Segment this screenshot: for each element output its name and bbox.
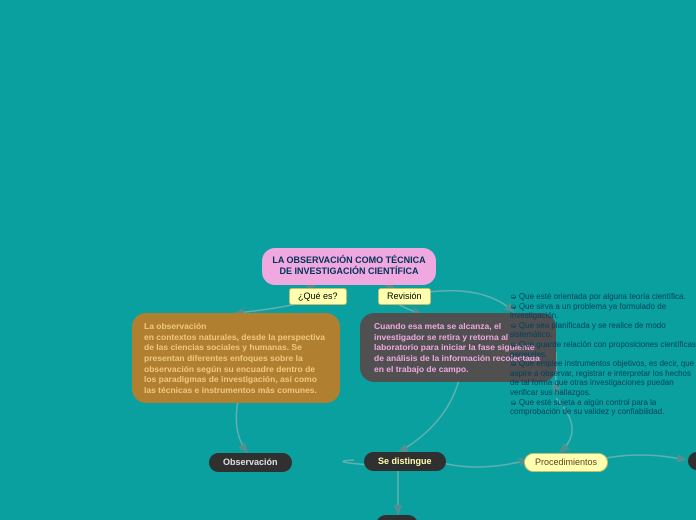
label-revision: Revisión <box>378 288 431 305</box>
title-node: LA OBSERVACIÓN COMO TÉCNICA DE INVESTIGA… <box>262 248 436 285</box>
block-requirements-list: ➭ Que esté orientada por alguna teoría c… <box>506 288 696 421</box>
title-line1: LA OBSERVACIÓN COMO TÉCNICA <box>272 255 426 266</box>
requirement-item: ➭ Que sirva a un problema ya formulado d… <box>510 302 696 321</box>
tag-observacion: Observación <box>209 453 292 472</box>
block-observacion-desc: La observación en contextos naturales, d… <box>132 313 340 403</box>
title-line2: DE INVESTIGACIÓN CIENTÍFICA <box>272 266 426 277</box>
tag-procedimientos: Procedimientos <box>524 453 608 472</box>
tag-se-distingue: Se distingue <box>364 452 446 471</box>
block-left-text: La observación en contextos naturales, d… <box>144 321 325 395</box>
requirement-item: ➭ Que guarde relación con proposiciones … <box>510 340 696 359</box>
requirement-item: ➭ Que emplee instrumentos objetivos, es … <box>510 359 696 397</box>
partial-node-bottom <box>376 515 418 520</box>
requirement-item: ➭ Que sea planificada y se realice de mo… <box>510 321 696 340</box>
requirement-item: ➭ Que esté sujeta a algún control para l… <box>510 398 696 417</box>
requirement-item: ➭ Que esté orientada por alguna teoría c… <box>510 292 696 302</box>
label-que-es: ¿Qué es? <box>289 288 347 305</box>
